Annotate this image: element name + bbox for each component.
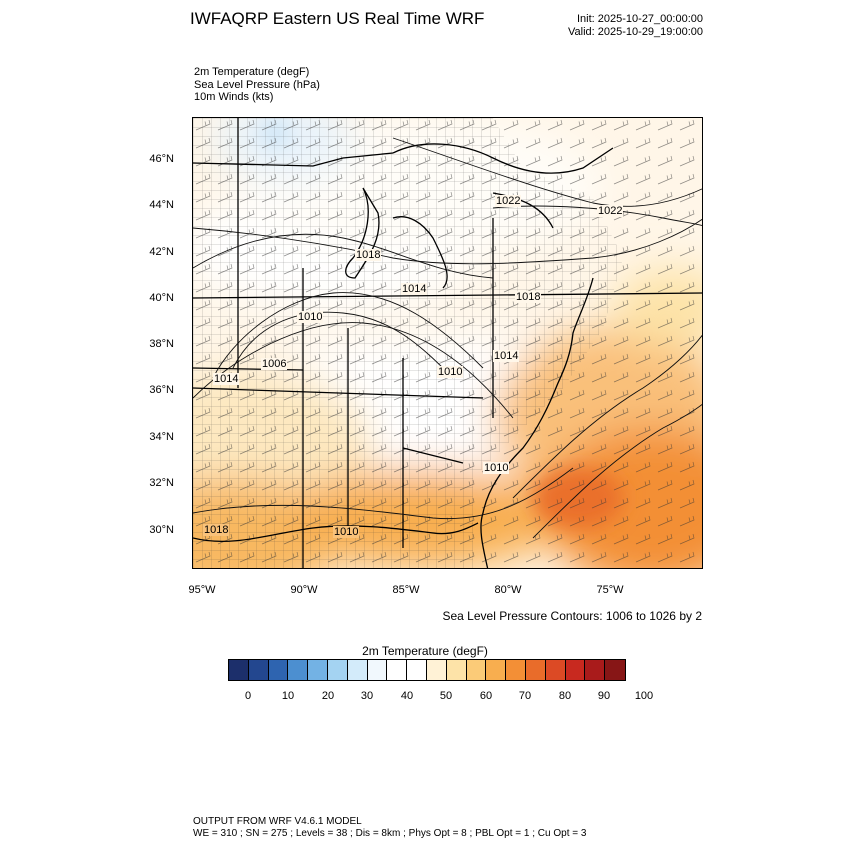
colorbar-swatch bbox=[545, 660, 566, 680]
isobar-label: 1014 bbox=[213, 373, 240, 385]
lat-label-36: 36°N bbox=[149, 384, 174, 396]
colorbar-swatch bbox=[565, 660, 586, 680]
colorbar-swatch bbox=[605, 660, 625, 680]
colorbar-swatch bbox=[486, 660, 507, 680]
colorbar-swatch bbox=[268, 660, 289, 680]
colorbar-swatch bbox=[426, 660, 447, 680]
colorbar-swatch bbox=[585, 660, 606, 680]
lon-label-75: 75°W bbox=[596, 584, 624, 596]
lat-label-38: 38°N bbox=[149, 338, 174, 350]
valid-time: Valid: 2025-10-29_19:00:00 bbox=[568, 26, 703, 38]
colorbar-tick: 40 bbox=[400, 690, 414, 702]
colorbar-tick: 50 bbox=[439, 690, 453, 702]
colorbar-swatch bbox=[288, 660, 309, 680]
contour-note: Sea Level Pressure Contours: 1006 to 102… bbox=[442, 609, 703, 623]
colorbar-swatch bbox=[229, 660, 249, 680]
isobar-label: 1010 bbox=[483, 462, 510, 474]
lat-label-40: 40°N bbox=[149, 292, 174, 304]
isobar-label: 1006 bbox=[261, 358, 288, 370]
isobar-label: 1010 bbox=[333, 526, 360, 538]
colorbar-swatch bbox=[446, 660, 467, 680]
isobars bbox=[193, 137, 702, 539]
isobar-label: 1018 bbox=[515, 291, 542, 303]
isobar-label: 1010 bbox=[297, 311, 324, 323]
lat-label-46: 46°N bbox=[149, 153, 174, 165]
field-pressure: Sea Level Pressure (hPa) bbox=[194, 78, 320, 91]
lat-label-44: 44°N bbox=[149, 199, 174, 211]
colorbar bbox=[228, 659, 626, 681]
colorbar-swatch bbox=[327, 660, 348, 680]
colorbar-tick: 30 bbox=[360, 690, 374, 702]
lat-label-42: 42°N bbox=[149, 246, 174, 258]
colorbar-tick: 60 bbox=[479, 690, 493, 702]
model-footer: OUTPUT FROM WRF V4.6.1 MODEL WE = 310 ; … bbox=[193, 816, 586, 839]
lat-label-34: 34°N bbox=[149, 431, 174, 443]
colorbar-swatch bbox=[387, 660, 408, 680]
colorbar-tick: 100 bbox=[634, 690, 654, 702]
isobar-label: 1018 bbox=[355, 249, 382, 261]
isobar-label: 1014 bbox=[401, 283, 428, 295]
isobar-label: 1018 bbox=[203, 524, 230, 536]
colorbar-swatch bbox=[347, 660, 368, 680]
colorbar-swatch bbox=[367, 660, 388, 680]
field-temperature: 2m Temperature (degF) bbox=[194, 66, 310, 78]
footer-config: WE = 310 ; SN = 275 ; Levels = 38 ; Dis … bbox=[193, 827, 587, 839]
colorbar-swatch bbox=[525, 660, 546, 680]
colorbar-tick: 0 bbox=[244, 690, 252, 702]
lon-label-95: 95°W bbox=[188, 584, 216, 596]
field-winds: 10m Winds (kts) bbox=[194, 91, 274, 103]
colorbar-tick: 70 bbox=[518, 690, 532, 702]
weather-map bbox=[193, 118, 702, 568]
colorbar-swatch bbox=[248, 660, 269, 680]
isobar-label: 1010 bbox=[437, 366, 464, 378]
footer-model: OUTPUT FROM WRF V4.6.1 MODEL bbox=[193, 816, 362, 827]
colorbar-tick: 10 bbox=[281, 690, 295, 702]
wind-barbs bbox=[193, 118, 702, 568]
lat-label-32: 32°N bbox=[149, 477, 174, 489]
colorbar-tick: 20 bbox=[321, 690, 335, 702]
isobar-label: 1014 bbox=[493, 350, 520, 362]
isobar-label: 1022 bbox=[495, 195, 522, 207]
colorbar-swatch bbox=[506, 660, 526, 680]
run-time-info: Init: 2025-10-27_00:00:00 Valid: 2025-10… bbox=[540, 13, 703, 39]
field-list: 2m Temperature (degF) Sea Level Pressure… bbox=[194, 66, 320, 104]
lon-label-85: 85°W bbox=[392, 584, 420, 596]
colorbar-swatch bbox=[308, 660, 328, 680]
colorbar-tick: 90 bbox=[597, 690, 611, 702]
map-panel: 1022 1022 1018 1014 1018 1010 1006 1014 … bbox=[192, 117, 703, 569]
init-time: Init: 2025-10-27_00:00:00 bbox=[577, 13, 703, 25]
map-title: IWFAQRP Eastern US Real Time WRF bbox=[190, 9, 485, 28]
lon-label-90: 90°W bbox=[290, 584, 318, 596]
isobar-label: 1022 bbox=[597, 205, 624, 217]
colorbar-swatch bbox=[466, 660, 487, 680]
colorbar-title: 2m Temperature (degF) bbox=[362, 644, 488, 658]
colorbar-swatch bbox=[407, 660, 427, 680]
lat-label-30: 30°N bbox=[149, 524, 174, 536]
lon-label-80: 80°W bbox=[494, 584, 522, 596]
colorbar-tick: 80 bbox=[558, 690, 572, 702]
